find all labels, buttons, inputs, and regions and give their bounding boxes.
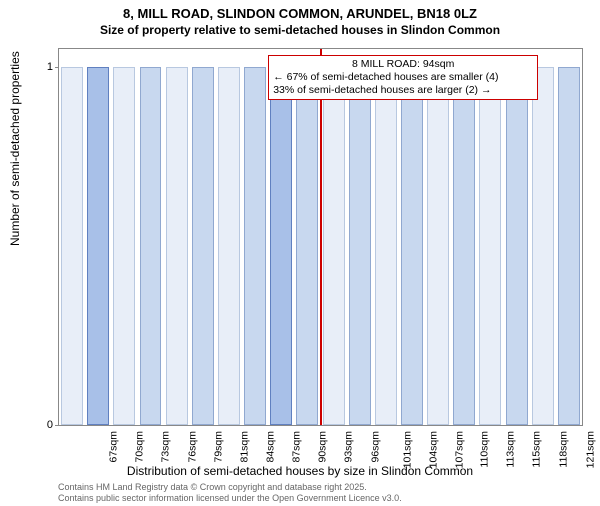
bar	[427, 67, 449, 425]
x-tick-label: 101sqm	[401, 431, 413, 468]
x-tick-label: 70sqm	[134, 431, 146, 463]
bar	[349, 67, 371, 425]
bar	[244, 67, 266, 425]
bar	[113, 67, 135, 425]
x-tick-label: 118sqm	[557, 431, 569, 468]
callout-line-3: 33% of semi-detached houses are larger (…	[273, 84, 533, 97]
bar	[401, 67, 423, 425]
bar	[270, 67, 292, 425]
x-tick-label: 121sqm	[584, 431, 596, 468]
title-sub: Size of property relative to semi-detach…	[0, 23, 600, 37]
bar	[479, 67, 501, 425]
bar	[532, 67, 554, 425]
bar	[323, 67, 345, 425]
y-axis-label: Number of semi-detached properties	[8, 51, 22, 246]
bar	[87, 67, 109, 425]
x-axis-title: Distribution of semi-detached houses by …	[0, 464, 600, 478]
x-tick-label: 79sqm	[212, 431, 224, 463]
title-main: 8, MILL ROAD, SLINDON COMMON, ARUNDEL, B…	[0, 6, 600, 21]
highlight-line	[320, 49, 322, 425]
x-tick-label: 93sqm	[343, 431, 355, 463]
x-tick-label: 73sqm	[160, 431, 172, 463]
x-tick-label: 110sqm	[479, 431, 491, 468]
bar	[61, 67, 83, 425]
bar	[453, 67, 475, 425]
bar	[140, 67, 162, 425]
plot-area: 0167sqm70sqm73sqm76sqm79sqm81sqm84sqm87s…	[58, 48, 583, 426]
x-tick-label: 84sqm	[264, 431, 276, 463]
x-tick-label: 87sqm	[291, 431, 303, 463]
x-tick-label: 76sqm	[186, 431, 198, 463]
bar	[375, 67, 397, 425]
x-tick-label: 104sqm	[427, 431, 439, 468]
x-tick-label: 115sqm	[531, 431, 543, 468]
x-tick-label: 107sqm	[453, 431, 465, 468]
y-tick-mark	[55, 425, 59, 426]
callout-line-1: 8 MILL ROAD: 94sqm	[273, 58, 533, 71]
x-tick-label: 113sqm	[505, 431, 517, 468]
callout-box: 8 MILL ROAD: 94sqm← 67% of semi-detached…	[268, 55, 538, 100]
x-tick-label: 90sqm	[317, 431, 329, 463]
x-tick-label: 67sqm	[108, 431, 120, 463]
footer-line-2: Contains public sector information licen…	[58, 493, 402, 504]
x-tick-label: 96sqm	[369, 431, 381, 463]
y-tick-label: 0	[47, 419, 53, 431]
bar	[192, 67, 214, 425]
y-tick-mark	[55, 67, 59, 68]
bar	[558, 67, 580, 425]
callout-line-2: ← 67% of semi-detached houses are smalle…	[273, 71, 533, 84]
x-tick-label: 81sqm	[238, 431, 250, 463]
footer: Contains HM Land Registry data © Crown c…	[58, 482, 402, 504]
bar	[296, 67, 318, 425]
chart-container: 8, MILL ROAD, SLINDON COMMON, ARUNDEL, B…	[0, 6, 600, 506]
y-tick-label: 1	[47, 61, 53, 73]
bar	[506, 67, 528, 425]
footer-line-1: Contains HM Land Registry data © Crown c…	[58, 482, 402, 493]
bar	[166, 67, 188, 425]
bar	[218, 67, 240, 425]
